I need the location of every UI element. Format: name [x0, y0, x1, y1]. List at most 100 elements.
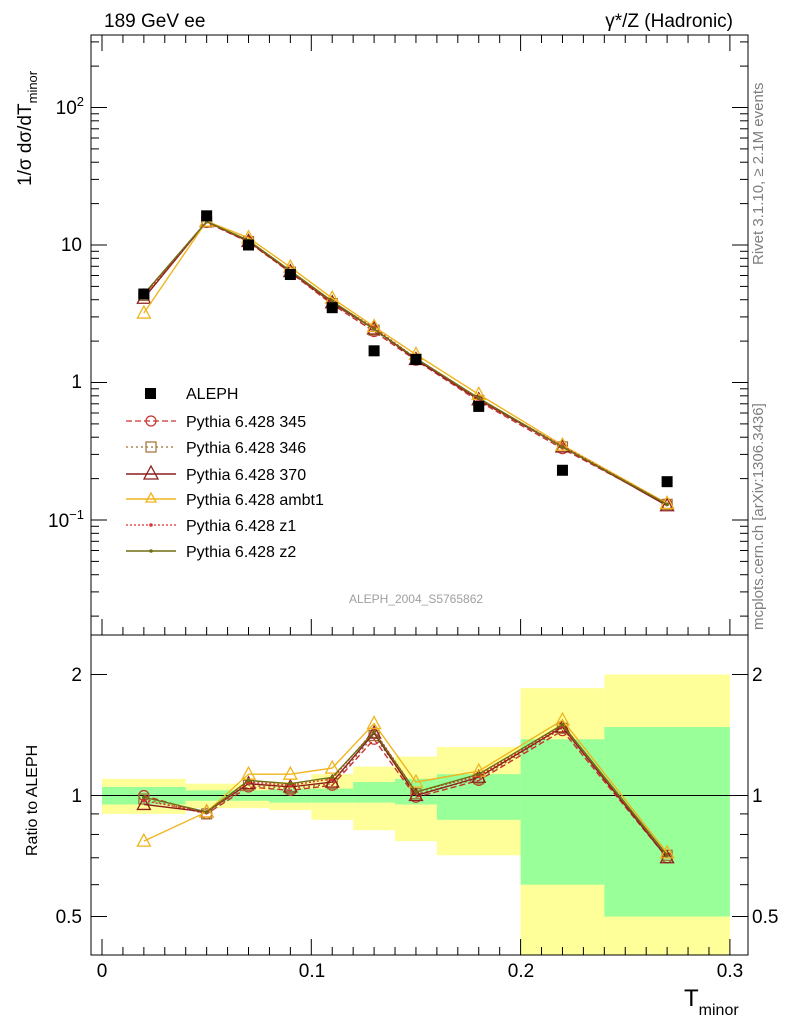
x-tick-label-0.3: 0.3	[717, 961, 743, 982]
lower-plot-area	[91, 674, 748, 955]
lower-tick-label-0.5-right: 0.5	[752, 907, 778, 928]
lower-tick-label-0.5-left: 0.5	[56, 907, 82, 928]
legend-marker-aleph	[145, 388, 156, 399]
ratio-point-370	[659, 849, 675, 864]
process-label: γ*/Z (Hadronic)	[605, 11, 733, 32]
legend-label-345: Pythia 6.428 345	[186, 414, 306, 431]
ratio-point-z2	[414, 790, 418, 794]
series-line-370	[143, 220, 668, 507]
x-tick-label-0.1: 0.1	[299, 961, 325, 982]
legend-marker-z1	[149, 523, 153, 527]
x-tick-label-0.2: 0.2	[508, 961, 534, 982]
ratio-point-370	[136, 796, 152, 811]
data-point-aleph	[138, 288, 150, 300]
upper-tick-label-0.1-exp: −1	[69, 507, 84, 522]
lower-tick-label-1-right: 1	[752, 786, 763, 807]
ratio-point-z2	[476, 772, 481, 776]
series-point-z2	[476, 396, 481, 400]
collision-label: 189 GeV ee	[104, 11, 205, 32]
ratio-point-370	[324, 773, 340, 788]
ratio-point-ambt1	[408, 773, 424, 788]
upper-tick-label-10: 10	[61, 235, 82, 256]
lower-tick-label-2-right: 2	[752, 665, 763, 686]
data-point-aleph	[201, 210, 213, 222]
ratio-point-ambt1	[366, 715, 382, 730]
legend: ALEPH Pythia 6.428 345 Pythia 6.428 346 …	[126, 386, 324, 561]
legend-marker-z2	[149, 549, 153, 553]
data-point-aleph	[473, 400, 485, 412]
ratio-line-345	[143, 729, 668, 859]
upper-y-axis-label-sub: minor	[25, 70, 40, 103]
data-point-aleph	[284, 269, 296, 281]
ratio-point-z2	[372, 730, 376, 734]
ratio-point-z2	[288, 781, 293, 786]
stat-uncertainty-band	[604, 727, 730, 917]
ratio-point-z2	[204, 810, 209, 814]
upper-axis-ticks	[91, 35, 748, 635]
data-point-aleph	[326, 302, 338, 314]
upper-tick-label-0.1: 10−1	[48, 507, 84, 532]
stat-uncertainty-band	[353, 782, 396, 803]
lower-axis-ticks	[91, 673, 748, 955]
stat-uncertainty-band	[520, 739, 605, 885]
ratio-point-z1	[142, 799, 146, 803]
series-line-ambt1	[143, 220, 668, 505]
lower-tick-label-1-left: 1	[71, 786, 82, 807]
series-point-370	[554, 438, 571, 453]
series-point-ambt1	[136, 304, 152, 319]
legend-label-z2: Pythia 6.428 z2	[186, 544, 296, 561]
data-point-aleph	[661, 476, 673, 488]
series-point-z2	[372, 327, 376, 331]
ratio-line-z2	[143, 723, 668, 856]
series-point-z2	[560, 445, 565, 449]
ratio-point-ambt1	[282, 765, 298, 780]
upper-tick-label-1: 1	[71, 372, 82, 393]
legend-marker-346	[145, 441, 157, 453]
data-point-aleph	[243, 239, 255, 251]
mcplots-label: mcplots.cern.ch [arXiv:1306.3436]	[750, 403, 767, 630]
series-line-z2	[143, 220, 668, 505]
x-axis-label: Tminor	[684, 985, 739, 1019]
ratio-line-346	[143, 727, 668, 856]
ratio-point-z2	[330, 775, 335, 780]
ratio-point-ambt1	[324, 759, 340, 774]
series-point-z2	[330, 299, 335, 304]
lower-tick-label-2-left: 2	[71, 665, 82, 686]
ratio-point-z2	[142, 795, 146, 800]
ratio-line-ambt1	[143, 719, 668, 854]
series-point-ambt1	[366, 318, 382, 333]
data-point-aleph	[368, 345, 380, 357]
ratio-point-ambt1	[136, 832, 152, 847]
upper-tick-label-100-exp: 2	[77, 94, 84, 109]
upper-plot-area	[136, 210, 675, 512]
series-point-z2	[665, 502, 669, 507]
upper-tick-label-0.1-base: 10	[48, 511, 69, 532]
x-axis-label-main: T	[684, 985, 699, 1012]
legend-marker-370	[142, 464, 160, 480]
legend-label-346: Pythia 6.428 346	[186, 440, 306, 457]
rivet-label: Rivet 3.1.10, ≥ 2.1M events	[750, 83, 767, 266]
ratio-point-z2	[665, 853, 669, 858]
upper-tick-label-100-base: 10	[56, 98, 77, 119]
lower-y-axis-label: Ratio to ALEPH	[24, 745, 41, 856]
x-axis-label-sub: minor	[699, 1002, 740, 1019]
upper-tick-label-100: 102	[56, 94, 84, 119]
upper-y-axis-label: 1/σ dσ/dTminor	[15, 70, 40, 186]
x-tick-label-0: 0	[97, 961, 108, 982]
upper-y-axis-label-main: 1/σ dσ/dT	[15, 103, 36, 186]
legend-label-z1: Pythia 6.428 z1	[186, 518, 296, 535]
data-point-aleph	[556, 464, 568, 476]
ratio-point-370	[408, 787, 424, 802]
analysis-id: ALEPH_2004_S5765862	[349, 592, 483, 606]
ratio-point-z2	[246, 778, 251, 783]
series-point-370	[659, 497, 675, 512]
legend-marker-345	[145, 415, 157, 427]
legend-label-ambt1: Pythia 6.428 ambt1	[186, 492, 324, 509]
data-point-aleph	[410, 353, 422, 365]
ratio-point-370	[366, 724, 382, 739]
legend-label-370: Pythia 6.428 370	[186, 467, 306, 484]
legend-marker-ambt1	[144, 491, 158, 503]
ratio-point-370	[282, 778, 298, 793]
series-point-ambt1	[554, 436, 571, 451]
